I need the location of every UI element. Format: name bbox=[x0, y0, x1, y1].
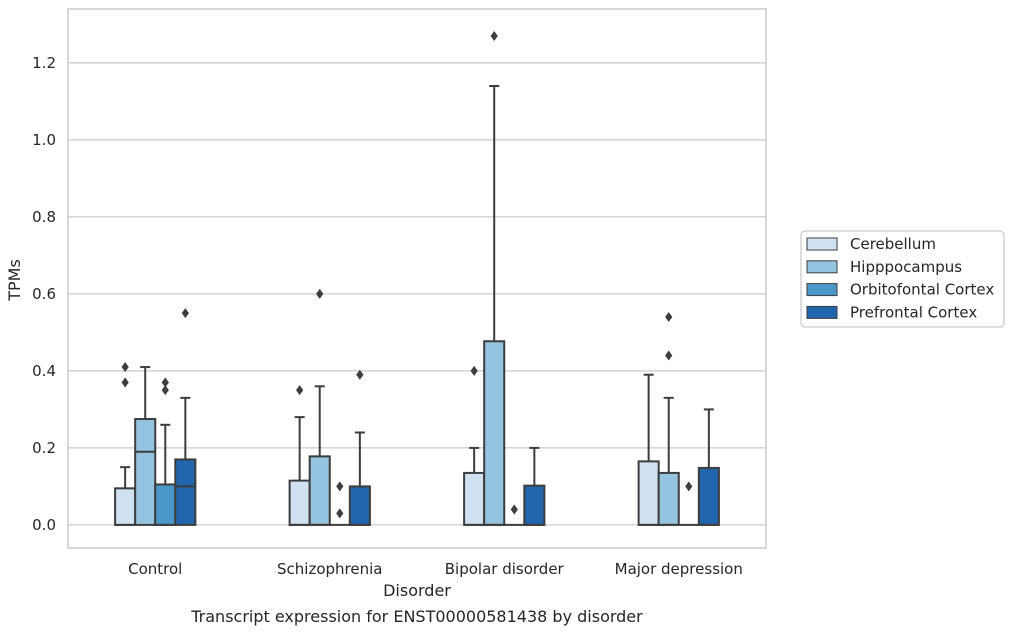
legend-label: Orbitofontal Cortex bbox=[850, 281, 994, 299]
box bbox=[463, 471, 486, 526]
legend-swatch bbox=[806, 260, 838, 274]
y-tick-label: 0.6 bbox=[32, 285, 56, 303]
legend-box bbox=[800, 230, 1005, 328]
outlier-point bbox=[121, 377, 129, 388]
outlier-point bbox=[665, 350, 673, 361]
chart-caption: Transcript expression for ENST0000058143… bbox=[190, 607, 643, 626]
tick-layer: 0.0 0.2 0.4 0.6 0.8 1.0 1.2 Control Schizophreni… bbox=[32, 54, 743, 578]
outlier-point bbox=[161, 377, 169, 388]
outlier-point bbox=[685, 481, 693, 492]
box bbox=[697, 466, 720, 526]
y-tick-label: 0.2 bbox=[32, 439, 56, 457]
outlier-point bbox=[121, 362, 129, 373]
x-axis-title: Disorder bbox=[383, 581, 451, 600]
outlier-point bbox=[665, 312, 673, 322]
x-tick-label: Bipolar disorder bbox=[445, 560, 565, 578]
outlier-point bbox=[490, 30, 498, 41]
legend: Cerebellum Hipppocampus Orbitofontal Corte… bbox=[800, 230, 1005, 328]
legend-label: Hipppocampus bbox=[850, 258, 962, 276]
legend-swatch bbox=[806, 283, 838, 297]
y-tick-label: 1.0 bbox=[32, 131, 56, 149]
legend-label: Prefrontal Cortex bbox=[850, 303, 977, 321]
box bbox=[154, 483, 177, 526]
legend-swatch bbox=[806, 237, 838, 251]
y-tick-label: 1.2 bbox=[32, 54, 56, 72]
x-tick-label: Schizophrenia bbox=[277, 560, 382, 578]
box bbox=[657, 471, 680, 526]
box bbox=[308, 455, 331, 526]
box bbox=[637, 460, 660, 526]
box bbox=[114, 487, 137, 526]
outlier-point bbox=[181, 308, 189, 319]
plot-border bbox=[67, 8, 767, 549]
box bbox=[134, 418, 157, 526]
outlier-point bbox=[161, 385, 169, 396]
x-tick-label: Control bbox=[128, 560, 182, 578]
y-tick-label: 0.0 bbox=[32, 516, 56, 534]
outlier-point bbox=[470, 365, 478, 376]
box bbox=[523, 484, 546, 526]
outlier-point bbox=[510, 504, 518, 515]
box-layer bbox=[114, 30, 720, 526]
x-tick-label: Major depression bbox=[615, 560, 743, 578]
box bbox=[174, 458, 197, 526]
outlier-point bbox=[296, 385, 304, 396]
outlier-point bbox=[336, 508, 344, 519]
outlier-point bbox=[356, 369, 364, 380]
box bbox=[288, 479, 311, 526]
outlier-point bbox=[336, 481, 344, 492]
legend-swatch bbox=[806, 305, 838, 319]
y-tick-label: 0.8 bbox=[32, 208, 56, 226]
y-tick-label: 0.4 bbox=[32, 362, 56, 380]
y-axis-title: TPMs bbox=[5, 259, 24, 302]
box bbox=[348, 485, 371, 526]
plot-frame bbox=[67, 8, 767, 549]
grid-layer bbox=[68, 62, 766, 526]
outlier-point bbox=[316, 288, 324, 299]
box bbox=[483, 340, 506, 526]
legend-label: Cerebellum bbox=[850, 235, 936, 253]
